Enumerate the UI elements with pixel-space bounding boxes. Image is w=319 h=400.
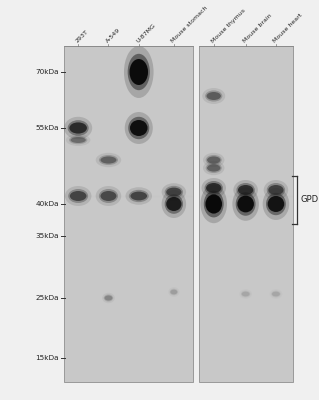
Ellipse shape — [102, 293, 115, 303]
Ellipse shape — [268, 196, 284, 212]
Text: Mouse thymus: Mouse thymus — [210, 8, 246, 44]
Ellipse shape — [263, 188, 289, 220]
Ellipse shape — [204, 190, 224, 218]
Ellipse shape — [104, 294, 113, 302]
Ellipse shape — [207, 92, 221, 100]
Ellipse shape — [125, 187, 152, 205]
Ellipse shape — [268, 185, 284, 195]
Ellipse shape — [206, 183, 221, 193]
Ellipse shape — [124, 46, 153, 98]
Ellipse shape — [241, 291, 250, 297]
Ellipse shape — [96, 186, 121, 206]
Ellipse shape — [70, 191, 86, 201]
Ellipse shape — [207, 156, 220, 164]
Ellipse shape — [170, 290, 177, 294]
Ellipse shape — [266, 193, 286, 215]
Text: GPD1L: GPD1L — [300, 196, 319, 204]
Ellipse shape — [264, 180, 288, 200]
Ellipse shape — [105, 295, 112, 301]
Ellipse shape — [242, 292, 249, 296]
Ellipse shape — [204, 181, 223, 195]
Ellipse shape — [207, 164, 220, 172]
Ellipse shape — [65, 186, 92, 206]
Ellipse shape — [130, 59, 148, 85]
Ellipse shape — [202, 88, 225, 104]
Text: 15kDa: 15kDa — [35, 355, 59, 361]
Ellipse shape — [168, 287, 180, 297]
Text: Mouse stomach: Mouse stomach — [170, 6, 209, 44]
Ellipse shape — [69, 122, 87, 134]
Text: A-549: A-549 — [105, 28, 121, 44]
Ellipse shape — [100, 156, 116, 164]
Text: U-87MG: U-87MG — [135, 23, 156, 44]
Ellipse shape — [64, 117, 92, 139]
Ellipse shape — [267, 183, 285, 197]
Ellipse shape — [203, 153, 225, 167]
Ellipse shape — [236, 192, 256, 216]
Ellipse shape — [162, 183, 186, 201]
Ellipse shape — [206, 163, 222, 173]
Text: 293T: 293T — [75, 29, 89, 44]
Ellipse shape — [205, 90, 222, 102]
Ellipse shape — [205, 194, 222, 214]
Text: Mouse brain: Mouse brain — [242, 13, 273, 44]
Ellipse shape — [239, 289, 252, 299]
Ellipse shape — [130, 192, 147, 200]
Ellipse shape — [70, 137, 86, 143]
Ellipse shape — [165, 194, 183, 214]
Ellipse shape — [100, 191, 116, 201]
Ellipse shape — [162, 190, 186, 218]
Ellipse shape — [202, 178, 226, 198]
Ellipse shape — [128, 54, 150, 90]
Ellipse shape — [68, 120, 89, 136]
Ellipse shape — [238, 185, 253, 195]
Text: 40kDa: 40kDa — [35, 201, 59, 207]
Ellipse shape — [99, 155, 118, 165]
Ellipse shape — [130, 120, 147, 136]
Ellipse shape — [99, 189, 118, 203]
Ellipse shape — [66, 134, 90, 146]
Ellipse shape — [128, 117, 149, 139]
Ellipse shape — [69, 136, 87, 144]
Ellipse shape — [234, 180, 258, 200]
Ellipse shape — [166, 197, 182, 211]
Text: 35kDa: 35kDa — [35, 233, 59, 239]
Ellipse shape — [236, 183, 255, 197]
Ellipse shape — [206, 155, 222, 165]
Ellipse shape — [203, 161, 225, 175]
Ellipse shape — [96, 153, 121, 167]
Text: 25kDa: 25kDa — [35, 295, 59, 301]
Ellipse shape — [68, 189, 88, 203]
Ellipse shape — [237, 196, 254, 212]
Ellipse shape — [270, 289, 282, 299]
Ellipse shape — [125, 112, 153, 144]
Ellipse shape — [166, 188, 182, 196]
Text: Mouse heart: Mouse heart — [272, 13, 304, 44]
Text: 55kDa: 55kDa — [35, 125, 59, 131]
Ellipse shape — [232, 187, 259, 221]
Bar — [64, 46, 193, 382]
Ellipse shape — [271, 291, 281, 297]
Ellipse shape — [200, 185, 227, 223]
Ellipse shape — [165, 186, 183, 198]
Ellipse shape — [272, 292, 280, 296]
Bar — [199, 46, 293, 382]
Text: 70kDa: 70kDa — [35, 69, 59, 75]
Ellipse shape — [170, 289, 178, 295]
Ellipse shape — [129, 190, 149, 202]
